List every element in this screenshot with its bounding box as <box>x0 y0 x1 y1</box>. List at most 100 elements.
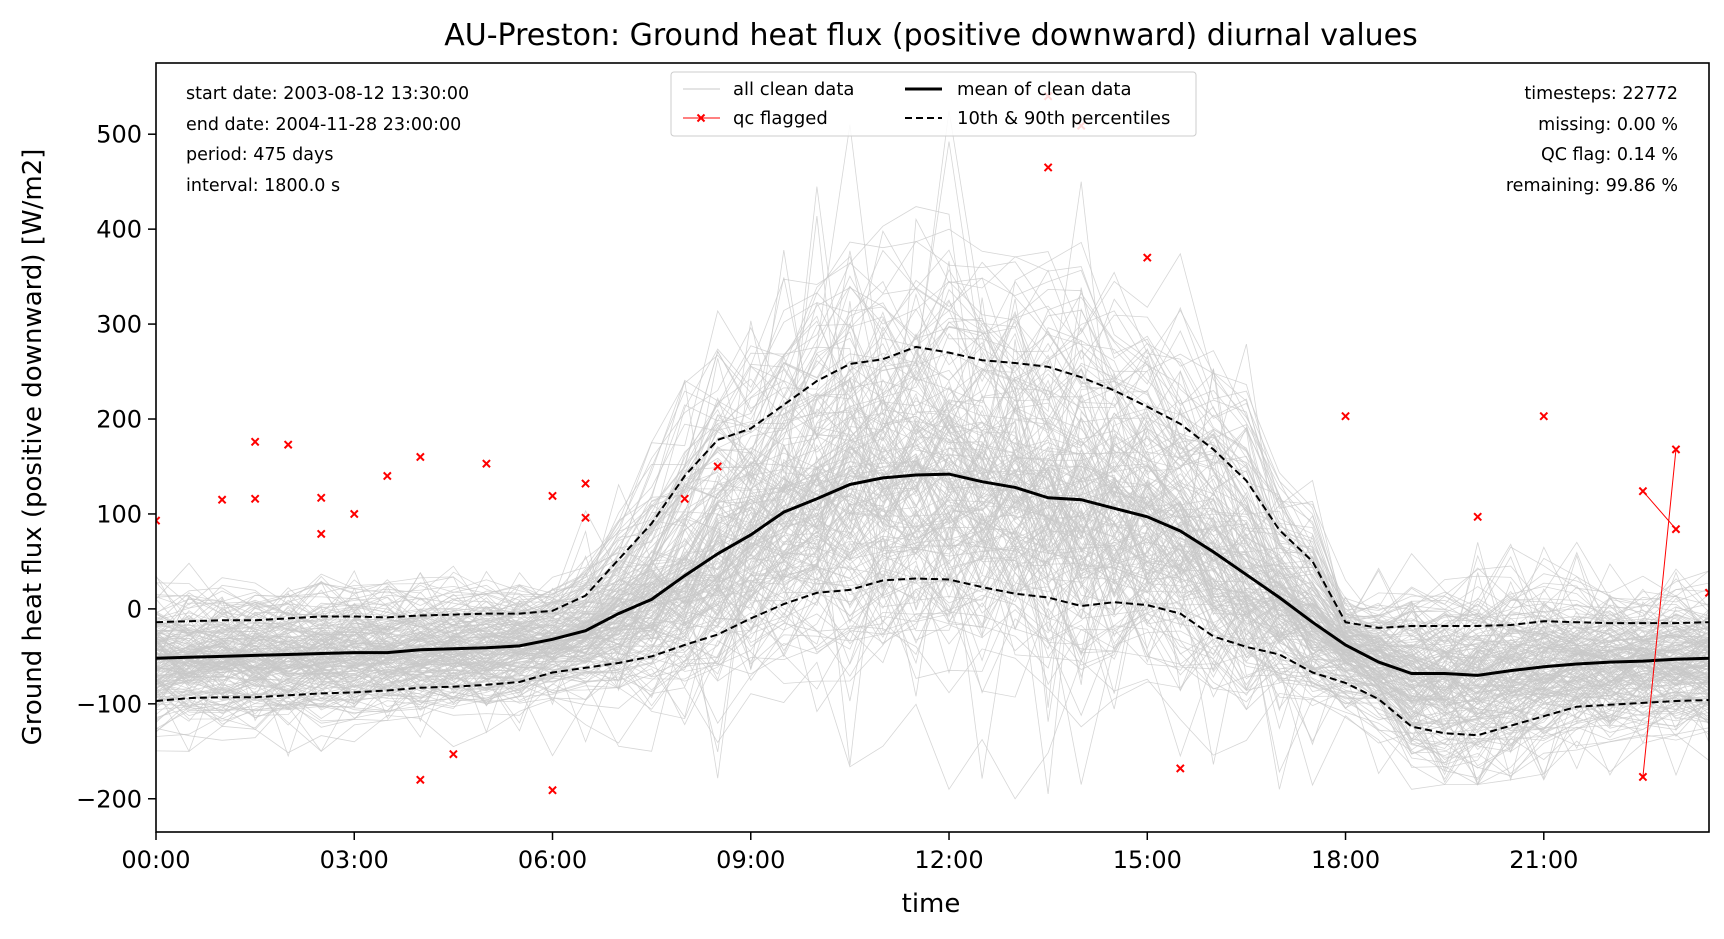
y-axis-ticks: −200 −100 0 100 200 300 400 500 <box>76 121 156 813</box>
qc-flag-marker <box>283 440 293 449</box>
legend-label-percentiles: 10th & 90th percentiles <box>957 108 1170 129</box>
qc-flag-marker <box>581 479 590 488</box>
x-tick-label: 03:00 <box>320 846 389 874</box>
qc-flag-marker <box>416 775 425 785</box>
clean-data-line <box>156 440 1709 690</box>
x-axis-label: time <box>902 889 961 919</box>
qc-flag-marker <box>548 785 557 795</box>
qc-flag-marker <box>1043 163 1053 172</box>
qc-flag-marker <box>449 749 458 759</box>
info-end-date: end date: 2004-11-28 23:00:00 <box>186 115 461 135</box>
qc-flag-marker <box>1341 411 1350 421</box>
mean-line <box>156 472 1709 677</box>
mean-series-line <box>156 472 1709 677</box>
clean-data-line <box>156 368 1709 710</box>
qc-flag-marker <box>713 462 723 471</box>
qc-flag-marker <box>680 494 689 504</box>
qc-flag-marker <box>482 459 491 468</box>
qc-flag-marker <box>1671 445 1681 454</box>
clean-data-line <box>156 307 1709 670</box>
qc-flag-marker <box>1671 524 1681 534</box>
legend-label-clean: all clean data <box>733 79 854 100</box>
y-tick-label: 500 <box>96 121 142 149</box>
qc-flag-marker <box>1638 486 1648 496</box>
clean-data-line <box>156 443 1709 707</box>
info-right: timesteps: 22772 missing: 0.00 % QC flag… <box>1506 84 1678 196</box>
clean-data-line <box>156 441 1709 776</box>
info-interval: interval: 1800.0 s <box>186 176 340 196</box>
qc-flag-marker <box>548 491 557 501</box>
legend-qc-marker <box>696 113 706 123</box>
plot-frame <box>155 62 1710 833</box>
qc-flag-marker <box>250 494 260 504</box>
clean-data-line <box>156 515 1709 738</box>
qc-flag-marker <box>382 471 392 481</box>
clean-data-line <box>156 484 1709 732</box>
clean-data-line <box>156 660 1709 800</box>
clean-data-line <box>156 359 1709 681</box>
y-tick-label: 300 <box>96 311 142 339</box>
clean-data-line <box>156 269 1709 637</box>
qc-flag-lines <box>1642 449 1677 777</box>
qc-flag-connector <box>1642 490 1677 530</box>
clean-data-line <box>156 544 1709 757</box>
clean-data-line <box>156 536 1709 755</box>
clean-data-line <box>156 491 1709 719</box>
x-tick-label: 15:00 <box>1113 846 1182 874</box>
clean-data-line <box>156 508 1709 736</box>
qc-flag-marker <box>1704 588 1709 598</box>
y-tick-label: 100 <box>96 500 142 528</box>
clean-data-line <box>156 256 1709 626</box>
clean-data-line <box>156 352 1709 665</box>
clean-data-line <box>156 323 1709 661</box>
y-tick-label: 0 <box>127 595 142 623</box>
y-tick-label: 400 <box>96 216 142 244</box>
info-timesteps: timesteps: 22772 <box>1524 84 1678 104</box>
qc-flag-marker <box>1539 411 1549 421</box>
x-tick-label: 09:00 <box>716 846 785 874</box>
clean-data-line <box>156 411 1709 707</box>
y-axis-label: Ground heat flux (positive downward) [W/… <box>18 149 48 746</box>
info-qc-flag: QC flag: 0.14 % <box>1541 145 1678 165</box>
clean-data-line <box>156 326 1709 652</box>
clean-data-line <box>156 286 1709 695</box>
y-tick-label: −200 <box>76 785 142 813</box>
chart-title: AU-Preston: Ground heat flux (positive d… <box>444 18 1418 53</box>
qc-flag-marker <box>156 516 161 525</box>
clean-data-line <box>156 228 1709 616</box>
info-period: period: 475 days <box>186 145 333 165</box>
legend-frame <box>670 71 1197 137</box>
clean-data-line <box>156 483 1709 727</box>
x-axis-ticks: 00:00 03:00 06:00 09:00 12:00 15:00 18:00 21:00 <box>121 832 1578 874</box>
clean-data-line <box>156 335 1709 654</box>
clean-data-line <box>156 582 1709 787</box>
clean-data-line <box>156 386 1709 724</box>
clean-data-line <box>156 287 1709 674</box>
x-tick-label: 00:00 <box>121 846 190 874</box>
clean-data-line <box>156 481 1709 750</box>
clean-data-line <box>156 252 1709 627</box>
qc-flag-marker <box>349 509 359 519</box>
qc-flag-marker <box>1473 512 1483 522</box>
info-start-date: start date: 2003-08-12 13:30:00 <box>186 84 469 104</box>
clean-data-line <box>156 347 1709 656</box>
qc-flag-marker <box>217 495 227 505</box>
clean-data-line <box>156 320 1709 735</box>
qc-flag-marker <box>1638 772 1648 782</box>
clean-data-line <box>156 277 1709 645</box>
clean-data-line <box>156 275 1709 632</box>
info-left: start date: 2003-08-12 13:30:00 end date… <box>186 84 469 196</box>
percentile-lines <box>156 345 1709 737</box>
clean-data-line <box>156 280 1709 681</box>
clean-data-line <box>156 466 1709 730</box>
clean-data-line <box>156 360 1709 677</box>
clean-data-line <box>156 369 1709 708</box>
y-tick-label: −100 <box>76 690 142 718</box>
qc-flag-marker <box>316 529 326 539</box>
clean-data-line <box>156 206 1709 662</box>
x-tick-label: 12:00 <box>914 846 983 874</box>
legend-label-mean: mean of clean data <box>957 79 1132 100</box>
y-tick-label: 200 <box>96 406 142 434</box>
qc-flag-marker <box>250 437 260 447</box>
